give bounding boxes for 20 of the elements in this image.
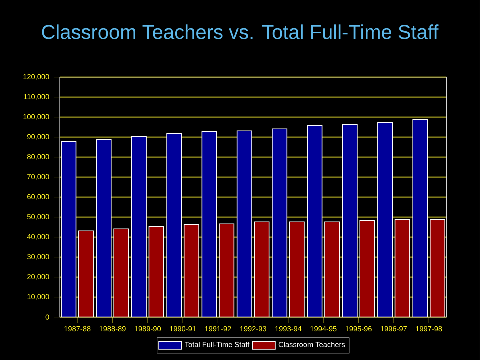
bar	[289, 222, 305, 318]
bar	[236, 130, 252, 318]
bar	[324, 222, 340, 318]
bar	[78, 230, 94, 318]
bar	[202, 131, 218, 318]
bar	[61, 142, 77, 318]
bar	[184, 224, 200, 318]
bar	[342, 124, 358, 318]
bar	[219, 224, 235, 318]
bar	[394, 220, 410, 318]
bar	[96, 140, 112, 318]
bar	[307, 125, 323, 318]
bar	[412, 120, 428, 318]
bar	[166, 133, 182, 318]
chart-title: Classroom Teachers vs. Total Full-Time Staff	[42, 24, 439, 40]
bar	[378, 122, 393, 318]
bar	[254, 222, 270, 318]
bar	[148, 226, 164, 318]
bar	[131, 136, 147, 318]
bar	[272, 128, 288, 318]
